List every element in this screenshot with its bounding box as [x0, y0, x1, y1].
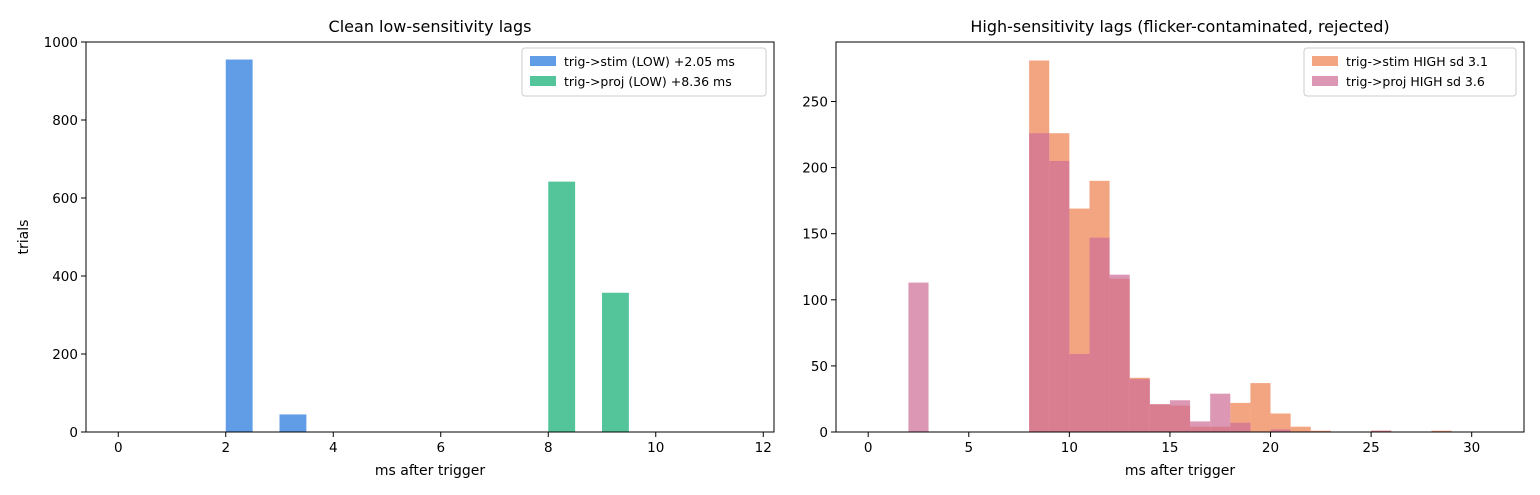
- chart-right-bar-s1-8: [1169, 400, 1191, 432]
- chart-right-legend-swatch-1: [1312, 76, 1338, 86]
- chart-left-ytick-label-5: 1000: [44, 35, 78, 51]
- chart-right-bar-s0-11: [1250, 383, 1271, 432]
- chart-right-legend-box: [1303, 47, 1517, 97]
- chart-left-xtick-label-0: 0: [114, 440, 123, 456]
- chart-right-ytick-label-4: 200: [802, 161, 828, 177]
- chart-left-title: Clean low-sensitivity lags: [329, 17, 532, 36]
- chart-left-bar-s0-0: [225, 59, 253, 433]
- chart-right-bar-s1-2: [1049, 160, 1070, 433]
- chart-right-bar-s1-9: [1190, 421, 1211, 432]
- chart-right-xtick-label-0: 0: [864, 440, 873, 456]
- chart-right-bar-s0-14: [1310, 430, 1331, 432]
- chart-right-bar-s1-12: [1270, 429, 1291, 432]
- chart-left-bar-s0-1: [279, 414, 307, 432]
- chart-right-bar-s1-0: [908, 282, 929, 432]
- chart-left-xtick-label-2: 4: [329, 440, 338, 456]
- chart-right-bar-s1-11: [1230, 422, 1251, 432]
- chart-left-ytick-label-1: 200: [52, 347, 78, 363]
- chart-right-ytick-label-3: 150: [802, 227, 828, 243]
- chart-right-legend-label-0: trig->stim HIGH sd 3.1: [1346, 54, 1488, 69]
- chart-left-bar-s1-0: [548, 181, 576, 432]
- chart-right-xtick-label-4: 20: [1262, 440, 1279, 456]
- chart-left-legend: trig->stim (LOW) +2.05 ms trig->proj (LOW…: [521, 47, 767, 97]
- chart-right-bar-s0-13: [1290, 426, 1311, 432]
- chart-left-xtick-label-3: 6: [436, 440, 445, 456]
- chart-right-ytick-label-0: 0: [819, 425, 828, 441]
- chart-right-xtick-label-2: 10: [1061, 440, 1078, 456]
- chart-left-xtick-label-6: 12: [755, 440, 772, 456]
- chart-right-bar-s1-10: [1210, 393, 1231, 432]
- chart-right-legend-label-1: trig->proj HIGH sd 3.6: [1346, 74, 1485, 89]
- chart-left-legend-label-1: trig->proj (LOW) +8.36 ms: [564, 74, 732, 89]
- chart-left-ytick-label-3: 600: [52, 191, 78, 207]
- chart-left-ytick-label-2: 400: [52, 269, 78, 285]
- chart-right-bar-s0-12: [1270, 413, 1291, 432]
- chart-right-bar-s1-6: [1129, 379, 1150, 432]
- chart-right-title: High-sensitivity lags (flicker-contamina…: [970, 17, 1389, 36]
- chart-right-frame: [835, 41, 1525, 433]
- chart-right-bar-s0-16: [1431, 430, 1452, 432]
- chart-left-xlabel: ms after trigger: [375, 463, 485, 479]
- chart-left: Clean low-sensitivity lags ms after trig…: [16, 17, 775, 479]
- chart-left-xtick-label-4: 8: [544, 440, 553, 456]
- chart-right-xtick-label-6: 30: [1463, 440, 1480, 456]
- chart-right-xtick-label-3: 15: [1161, 440, 1178, 456]
- chart-left-xtick-label-1: 2: [221, 440, 230, 456]
- chart-right-bar-s1-3: [1069, 354, 1090, 432]
- chart-right-xtick-label-1: 5: [964, 440, 973, 456]
- chart-right-ytick-label-1: 50: [811, 359, 828, 375]
- chart-right: High-sensitivity lags (flicker-contamina…: [802, 17, 1525, 479]
- chart-left-ylabel: trials: [16, 220, 32, 255]
- chart-left-ytick-label-4: 800: [52, 113, 78, 129]
- chart-right-bar-s1-13: [1371, 430, 1392, 432]
- chart-right-legend: trig->stim HIGH sd 3.1 trig->proj HIGH sd…: [1303, 47, 1517, 97]
- chart-left-legend-swatch-1: [530, 76, 556, 86]
- chart-right-bar-s1-1: [1029, 133, 1050, 432]
- chart-left-ytick-label-0: 0: [69, 425, 78, 441]
- chart-right-xlabel: ms after trigger: [1125, 463, 1235, 479]
- chart-right-ytick-label-5: 250: [802, 94, 828, 110]
- chart-right-bar-s1-7: [1149, 404, 1170, 432]
- chart-left-xtick-label-5: 10: [647, 440, 664, 456]
- chart-right-xtick-label-5: 25: [1363, 440, 1380, 456]
- chart-right-ytick-label-2: 100: [802, 293, 828, 309]
- chart-left-bar-s1-1: [602, 292, 629, 432]
- chart-right-legend-swatch-0: [1312, 56, 1338, 66]
- chart-left-legend-label-0: trig->stim (LOW) +2.05 ms: [564, 54, 735, 69]
- chart-left-frame: [85, 41, 775, 433]
- chart-left-legend-box: [521, 47, 767, 97]
- chart-right-bar-s1-4: [1089, 237, 1110, 432]
- chart-left-legend-swatch-0: [530, 56, 556, 66]
- chart-right-bar-s1-5: [1109, 274, 1130, 432]
